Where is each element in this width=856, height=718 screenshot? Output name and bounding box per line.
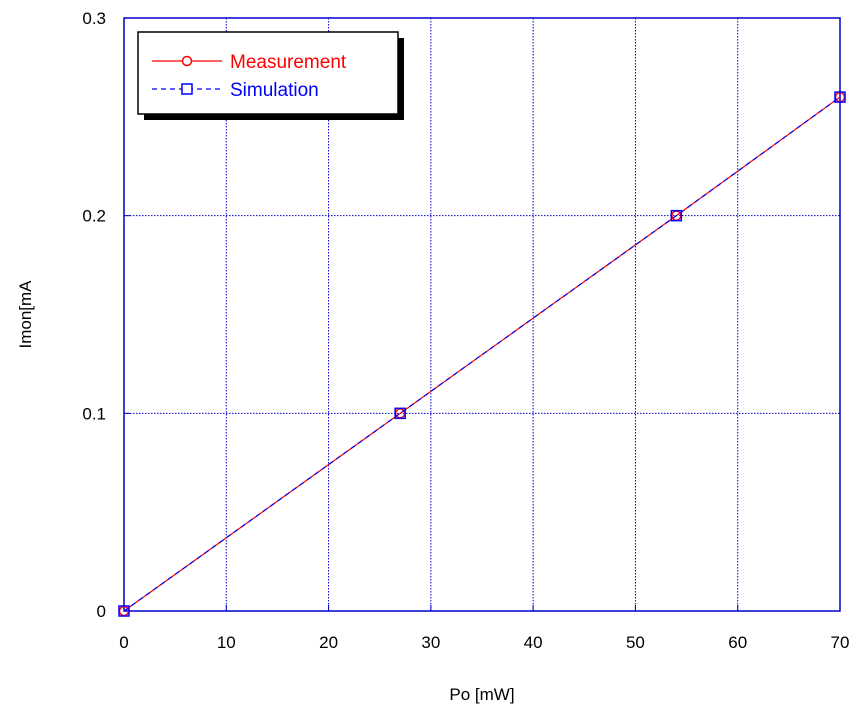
legend-marker-simulation [181, 83, 193, 95]
legend-box [137, 31, 399, 115]
y-tick-label: 0.2 [82, 207, 106, 226]
grid-lines [124, 18, 840, 611]
axis-ticks: 0 10 20 30 40 50 60 70 0 0.1 0.2 0.3 [82, 9, 849, 652]
legend-label-simulation: Simulation [230, 80, 319, 101]
legend-marker-measurement [181, 55, 193, 67]
data-point-simulation [834, 91, 846, 103]
series-line-measurement [123, 96, 841, 612]
y-tick-label: 0.3 [82, 9, 106, 28]
x-tick-label: 10 [217, 633, 236, 652]
legend-label-measurement: Measurement [230, 52, 347, 73]
x-tick-label: 50 [626, 633, 645, 652]
x-tick-label: 20 [319, 633, 338, 652]
x-tick-label: 70 [831, 633, 850, 652]
x-tick-label: 0 [119, 633, 128, 652]
y-tick-label: 0 [97, 602, 106, 621]
plot-frame [123, 17, 841, 612]
data-point-simulation [118, 605, 130, 617]
x-tick-label: 40 [524, 633, 543, 652]
x-tick-label: 60 [728, 633, 747, 652]
legend: Measurement Simulation [137, 31, 404, 120]
data-point-simulation [394, 407, 406, 420]
x-tick-label: 30 [421, 633, 440, 652]
data-point-simulation [670, 209, 683, 222]
series-layer [118, 91, 846, 617]
x-axis-title: Po [mW] [449, 685, 514, 704]
y-tick-label: 0.1 [82, 404, 106, 423]
y-axis-title: Imon[mA [16, 280, 35, 349]
